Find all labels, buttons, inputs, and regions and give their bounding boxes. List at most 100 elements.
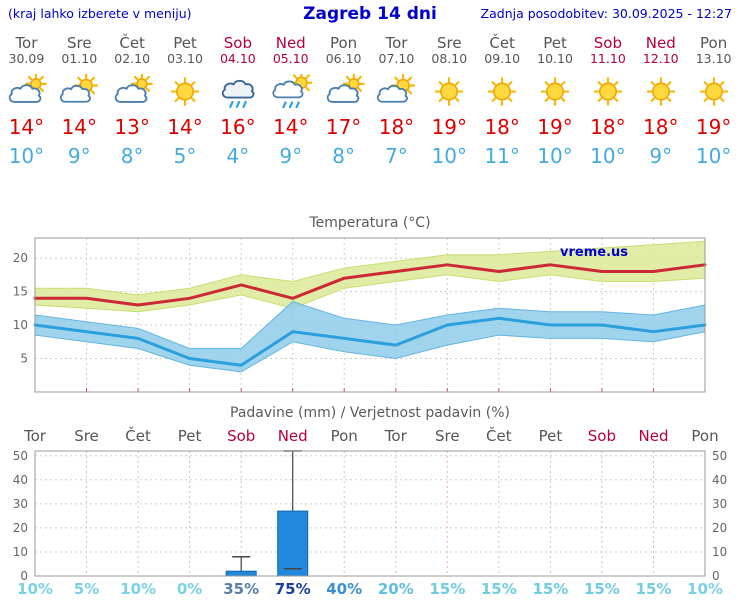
precip-day-label: Pon <box>691 427 719 445</box>
day-max-temp: 14° <box>273 115 309 139</box>
precip-chart-title: Padavine (mm) / Verjetnost padavin (%) <box>230 405 510 421</box>
precip-probability: 75% <box>274 580 311 598</box>
day-name: Sob <box>223 34 252 52</box>
day-date: 11.10 <box>589 51 626 66</box>
day-name: Sre <box>437 34 462 52</box>
day-date: 04.10 <box>219 51 256 66</box>
precip-probability: 10% <box>687 580 723 598</box>
day-min-temp: 9° <box>649 144 673 168</box>
precip-day-label: Pet <box>177 427 202 445</box>
sunny-icon <box>476 74 529 110</box>
page-title: Zagreb 14 dni <box>303 4 437 24</box>
day-date: 13.10 <box>695 51 732 66</box>
svg-text:50: 50 <box>13 449 28 463</box>
day-date: 02.10 <box>114 51 151 66</box>
forecast-day: Sob 11.10 18° 10° <box>581 30 634 170</box>
partly-cloudy-icon <box>370 73 423 110</box>
svg-text:20: 20 <box>712 521 727 535</box>
day-date: 09.10 <box>484 51 521 66</box>
precip-probability: 15% <box>480 580 517 598</box>
day-name: Pon <box>700 34 728 52</box>
forecast-day: Sre 01.10 14° 9° <box>53 30 106 170</box>
precip-probability: 20% <box>377 580 414 598</box>
day-date: 12.10 <box>642 51 679 66</box>
day-min-temp: 5° <box>173 144 197 168</box>
forecast-day: Ned 05.10 14° 9° <box>264 30 317 170</box>
forecast-day: Čet 02.10 13° 8° <box>106 30 159 170</box>
forecast-day: Pet 03.10 14° 5° <box>159 30 212 170</box>
day-min-temp: 8° <box>332 144 355 168</box>
day-date: 03.10 <box>167 51 203 66</box>
precip-day-labels: Tor Sre Čet Pet Sob Ned Pon Tor Sre Čet Pet Sob Ned P… <box>0 427 740 445</box>
day-name: Sob <box>593 34 622 52</box>
svg-text:10: 10 <box>13 545 28 559</box>
day-min-temp: 10° <box>8 144 45 168</box>
precip-day-label: Ned <box>638 427 669 445</box>
precip-probability: 15% <box>635 580 672 598</box>
day-max-temp: 14° <box>61 115 98 139</box>
watermark: vreme.us <box>560 245 628 260</box>
svg-text:30: 30 <box>13 497 28 511</box>
sunny-icon <box>687 74 740 110</box>
day-max-temp: 17° <box>325 115 362 139</box>
forecast-day: Sob 04.10 16° 4° <box>211 30 264 170</box>
mostly-cloudy-icon <box>317 72 370 110</box>
precip-probability: 15% <box>583 580 620 598</box>
sunny-icon <box>529 74 582 110</box>
temp-chart-title: Temperatura (°C) <box>309 215 431 231</box>
svg-text:0: 0 <box>20 569 28 582</box>
precip-day-label: Čet <box>125 427 151 445</box>
forecast-day: Ned 12.10 18° 9° <box>634 30 687 170</box>
day-max-temp: 14° <box>8 115 45 139</box>
day-min-temp: 7° <box>385 144 408 168</box>
day-min-temp: 8° <box>120 144 144 168</box>
svg-text:20: 20 <box>13 521 28 535</box>
precip-probability: 15% <box>429 580 466 598</box>
forecast-day: Tor 30.09 14° 10° <box>0 30 53 170</box>
mostly-cloudy-icon <box>106 72 159 110</box>
svg-text:5: 5 <box>20 352 28 366</box>
day-name: Pet <box>543 34 567 52</box>
svg-text:40: 40 <box>13 473 28 487</box>
day-min-temp: 10° <box>695 144 732 168</box>
day-min-temp: 10° <box>590 144 626 168</box>
forecast-day: Pon 13.10 19° 10° <box>687 30 740 170</box>
day-min-temp: 9° <box>67 144 91 168</box>
day-name: Pet <box>173 34 197 52</box>
precip-day-label: Tor <box>384 427 407 445</box>
forecast-strip: Tor 30.09 14° 10° Sre 01.10 14° 9° Čet 02.10 13° 8°… <box>0 30 740 170</box>
svg-text:0: 0 <box>712 569 720 582</box>
sunny-icon <box>581 74 634 110</box>
svg-text:10: 10 <box>712 545 727 559</box>
forecast-day: Sre 08.10 19° 10° <box>423 30 476 170</box>
sunny-icon <box>634 74 687 110</box>
precip-day-label: Čet <box>486 427 512 445</box>
day-max-temp: 14° <box>167 115 203 139</box>
precip-probability: 35% <box>223 580 260 598</box>
svg-text:50: 50 <box>712 449 727 463</box>
precip-bar <box>277 510 309 577</box>
precip-day-label: Sre <box>74 427 99 445</box>
sunny-icon <box>423 74 476 110</box>
svg-text:30: 30 <box>712 497 727 511</box>
day-max-temp: 16° <box>220 115 256 139</box>
svg-text:10: 10 <box>13 318 28 332</box>
precip-day-label: Ned <box>277 427 308 445</box>
day-name: Čet <box>119 34 145 52</box>
day-date: 01.10 <box>61 51 98 66</box>
rain-sun-icon <box>264 71 317 110</box>
day-name: Čet <box>489 34 515 52</box>
temperature-chart: 5 10 15 20 vreme.us <box>13 237 707 393</box>
precip-probability: 40% <box>326 580 363 598</box>
day-date: 30.09 <box>8 51 45 66</box>
day-min-temp: 9° <box>279 144 303 168</box>
precip-day-label: Pet <box>538 427 563 445</box>
day-min-temp: 11° <box>484 144 520 168</box>
day-max-temp: 18° <box>590 115 626 139</box>
precip-day-label: Tor <box>24 427 46 445</box>
precip-probability: 0% <box>176 580 203 598</box>
forecast-day: Pon 06.10 17° 8° <box>317 30 370 170</box>
day-name: Tor <box>15 34 38 52</box>
svg-text:20: 20 <box>13 251 28 265</box>
